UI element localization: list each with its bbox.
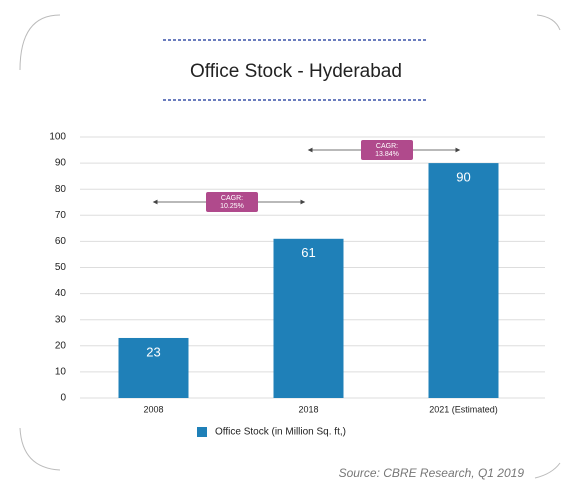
chart-title: Office Stock - Hyderabad [190, 61, 402, 82]
frame-corner [19, 14, 61, 71]
x-tick-label: 2008 [143, 404, 163, 414]
annotation-box [361, 140, 413, 160]
bar [273, 238, 344, 398]
y-tick-label: 70 [55, 210, 67, 221]
frame-corner [534, 462, 561, 479]
annotation-text: 13.84% [375, 151, 399, 158]
frame-corner [536, 14, 561, 31]
annotation-text: CAGR: [376, 143, 398, 150]
annotation-text: CAGR: [221, 195, 243, 202]
bar [118, 337, 189, 398]
value-label: 61 [301, 245, 315, 260]
y-tick-label: 0 [60, 393, 66, 404]
y-tick-label: 50 [55, 262, 67, 273]
value-label: 90 [456, 170, 470, 185]
y-tick-label: 90 [55, 158, 67, 169]
legend-label: Office Stock (in Million Sq. ft,) [215, 427, 346, 438]
frame-corner [19, 427, 61, 471]
frame [19, 14, 561, 479]
y-tick-label: 40 [55, 288, 67, 299]
y-tick-label: 60 [55, 236, 67, 247]
y-tick-label: 30 [55, 314, 67, 325]
x-tick-label: 2018 [298, 404, 318, 414]
legend-swatch [197, 427, 207, 437]
y-tick-label: 10 [55, 367, 67, 378]
source-note: Source: CBRE Research, Q1 2019 [339, 466, 525, 480]
y-tick-label: 100 [49, 132, 66, 143]
y-tick-label: 20 [55, 340, 67, 351]
value-label: 23 [146, 344, 160, 359]
annotation-box [206, 192, 258, 212]
y-tick-label: 80 [55, 184, 67, 195]
annotation-text: 10.25% [220, 203, 244, 210]
x-tick-label: 2021 (Estimated) [429, 404, 498, 414]
bar [428, 163, 499, 398]
